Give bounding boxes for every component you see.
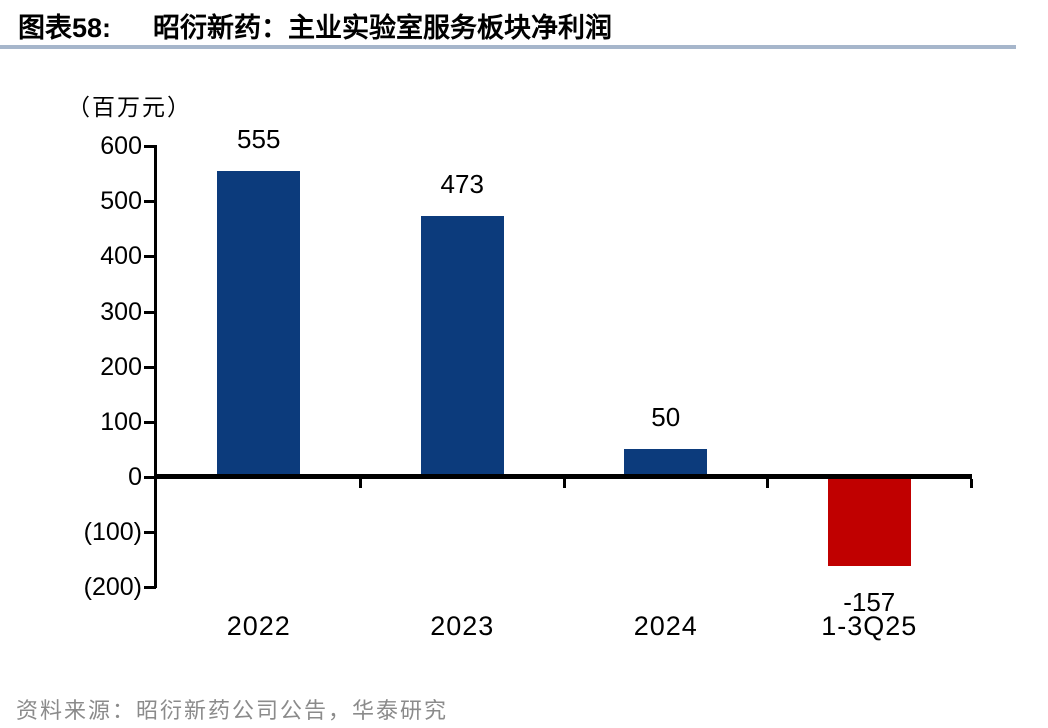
y-axis-label: 600	[100, 132, 142, 160]
x-axis-tick	[562, 479, 566, 488]
y-axis-tick	[144, 145, 156, 148]
y-axis-label: 300	[100, 297, 142, 326]
title-rule	[0, 45, 1016, 49]
bar-value-label: 473	[440, 169, 484, 200]
y-axis-tick	[144, 310, 156, 314]
y-axis-unit-label: （百万元）	[67, 94, 192, 120]
y-axis-tick	[144, 200, 156, 204]
y-axis-tick	[144, 420, 156, 424]
y-axis-label: 200	[100, 352, 142, 381]
y-axis-tick	[144, 531, 156, 535]
bar-value-label: -157	[843, 586, 896, 617]
y-axis-tick	[144, 365, 156, 369]
source-note: 资料来源：昭衍新药公司公告，华泰研究	[16, 698, 449, 723]
x-axis-label: 2024	[633, 611, 698, 641]
x-axis-label: 2022	[226, 611, 291, 641]
y-axis-label: (200)	[83, 573, 142, 602]
y-axis-tick	[144, 255, 156, 259]
bar-value-label: 50	[651, 402, 681, 433]
y-axis-tick	[144, 586, 156, 590]
y-axis-label: (100)	[83, 518, 142, 547]
figure-label: 图表58:	[18, 13, 112, 43]
x-axis-label: 1-3Q25	[821, 611, 918, 641]
y-axis-label: 400	[100, 242, 142, 271]
x-axis-label: 2023	[430, 611, 495, 641]
bar-1-3Q25	[827, 479, 911, 566]
y-axis-label: 0	[128, 463, 142, 491]
zero-baseline	[154, 474, 972, 479]
bar-2024	[624, 449, 708, 477]
x-axis-tick	[359, 479, 362, 488]
bar-value-label: 555	[237, 123, 281, 154]
bar-2023	[420, 216, 504, 477]
y-axis-label: 500	[100, 187, 142, 216]
y-axis-label: 100	[100, 407, 142, 436]
chart-title-text: 昭衍新药：主业实验室服务板块净利润	[153, 13, 613, 43]
chart-title: 图表58: 昭衍新药：主业实验室服务板块净利润	[18, 6, 612, 45]
bar-2022	[217, 170, 301, 477]
y-axis-tick	[144, 476, 156, 479]
x-axis-tick	[766, 479, 769, 488]
x-axis-tick	[969, 479, 973, 488]
